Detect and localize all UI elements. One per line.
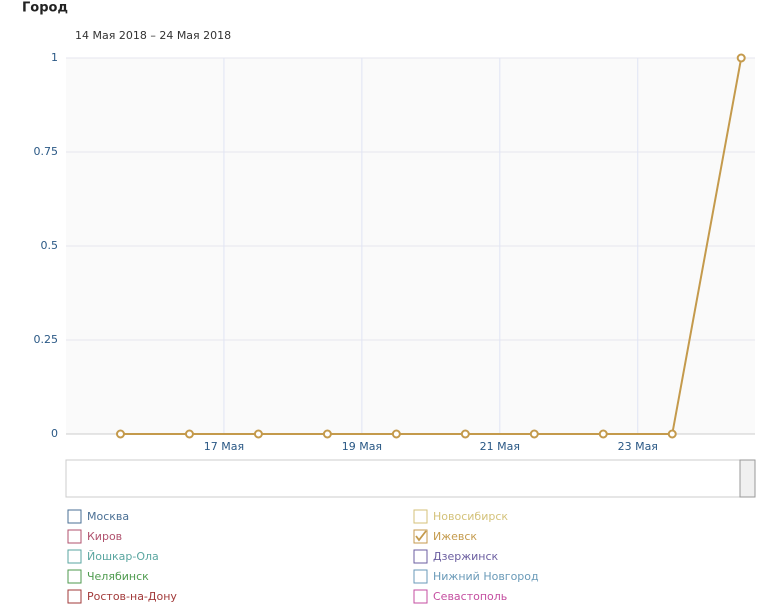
series-line bbox=[120, 57, 743, 435]
point[interactable] bbox=[667, 429, 677, 439]
legend-checkbox[interactable] bbox=[67, 569, 82, 584]
legend-label[interactable]: Ижевск bbox=[433, 530, 477, 543]
navigator[interactable] bbox=[65, 459, 756, 498]
legend-checkbox[interactable] bbox=[67, 589, 82, 604]
chart-subtitle: 14 Мая 2018 – 24 Мая 2018 bbox=[75, 29, 231, 42]
legend-label[interactable]: Челябинск bbox=[87, 570, 149, 583]
x-tick-label: 21 Мая bbox=[480, 440, 520, 453]
x-tick-label: 17 Мая bbox=[204, 440, 244, 453]
point[interactable] bbox=[598, 429, 608, 439]
legend-label[interactable]: Киров bbox=[87, 530, 122, 543]
legend-label[interactable]: Новосибирск bbox=[433, 510, 508, 523]
y-tick-label: 0.25 bbox=[34, 333, 59, 346]
legend-checkbox[interactable] bbox=[413, 589, 428, 604]
point[interactable] bbox=[736, 53, 746, 63]
legend-checkbox[interactable] bbox=[67, 509, 82, 524]
legend-label[interactable]: Москва bbox=[87, 510, 129, 523]
legend-checkbox[interactable] bbox=[413, 549, 428, 564]
y-tick-label: 0 bbox=[51, 427, 58, 440]
page-title: Город bbox=[22, 1, 68, 16]
y-tick-label: 0.75 bbox=[34, 145, 59, 158]
navigator-handle[interactable] bbox=[739, 459, 756, 498]
legend-check bbox=[415, 530, 427, 542]
legend-checkbox[interactable] bbox=[413, 569, 428, 584]
legend-label[interactable]: Севастополь bbox=[433, 590, 507, 603]
point[interactable] bbox=[529, 429, 539, 439]
legend-checkbox[interactable] bbox=[413, 509, 428, 524]
legend-label[interactable]: Йошкар-Ола bbox=[87, 550, 159, 563]
legend-checkbox[interactable] bbox=[67, 529, 82, 544]
y-tick-label: 1 bbox=[51, 51, 58, 64]
legend-label[interactable]: Ростов-на-Дону bbox=[87, 590, 177, 603]
legend-label[interactable]: Дзержинск bbox=[433, 550, 498, 563]
point[interactable] bbox=[184, 429, 194, 439]
point[interactable] bbox=[322, 429, 332, 439]
point[interactable] bbox=[253, 429, 263, 439]
legend-label[interactable]: Нижний Новгород bbox=[433, 570, 539, 583]
point[interactable] bbox=[391, 429, 401, 439]
point[interactable] bbox=[460, 429, 470, 439]
y-tick-label: 0.5 bbox=[41, 239, 59, 252]
x-tick-label: 19 Мая bbox=[342, 440, 382, 453]
point[interactable] bbox=[115, 429, 125, 439]
legend-checkbox[interactable] bbox=[67, 549, 82, 564]
x-tick-label: 23 Мая bbox=[618, 440, 658, 453]
